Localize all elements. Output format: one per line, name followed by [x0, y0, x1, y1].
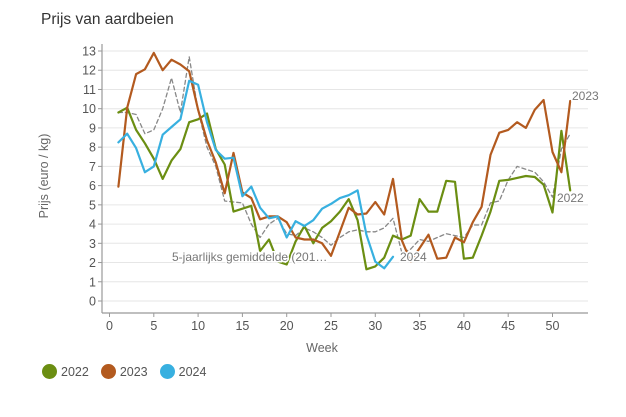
y-tick-label: 0	[89, 295, 96, 309]
y-tick-label: 2	[89, 256, 96, 270]
series-end-label: 2023	[572, 89, 599, 103]
series-end-label: 5-jaarlijks gemiddelde (201…	[172, 250, 327, 264]
legend: 2022 2023 2024	[42, 364, 206, 379]
x-tick-label: 10	[191, 319, 205, 333]
gridlines	[102, 50, 588, 302]
y-tick-label: 6	[89, 179, 96, 193]
x-tick-label: 50	[546, 319, 560, 333]
series-end-label: 2022	[557, 191, 584, 205]
x-tick-label: 0	[106, 319, 113, 333]
legend-item-2023[interactable]: 2023	[100, 364, 148, 379]
x-axis-label: Week	[306, 341, 338, 355]
y-tick-label: 8	[89, 141, 96, 155]
x-tick-label: 35	[413, 319, 427, 333]
y-tick-label: 11	[83, 83, 96, 97]
series-line-2023	[117, 51, 572, 263]
chart-title: Prijs van aardbeien	[41, 11, 174, 28]
x-tick-label: 40	[457, 319, 471, 333]
legend-label: 2023	[119, 364, 148, 379]
y-tick-label: 12	[82, 64, 96, 78]
series-end-label: 2024	[400, 250, 427, 264]
y-tick-label: 9	[89, 121, 96, 135]
series-line-2024	[117, 79, 395, 270]
annotations: 5-jaarlijks gemiddelde (201… 2024 2023 2022	[171, 88, 601, 266]
y-tick-label: 13	[82, 45, 96, 59]
y-tick-label: 4	[89, 218, 96, 232]
legend-label: 2024	[178, 364, 207, 379]
x-tick-label: 25	[324, 319, 338, 333]
x-tick-label: 5	[150, 319, 157, 333]
series-line-5-jaarlijks-gemiddelde-201	[117, 56, 571, 254]
legend-item-2024[interactable]: 2024	[159, 364, 207, 379]
y-tick-label: 5	[89, 198, 96, 212]
y-axis-label: Prijs (euro / kg)	[37, 134, 51, 219]
x-tick-label: 20	[280, 319, 294, 333]
legend-dot-2023-icon	[100, 364, 116, 379]
legend-dot-2024-icon	[159, 364, 175, 379]
y-tick-label: 10	[82, 102, 96, 116]
x-tick-label: 15	[235, 319, 249, 333]
series-line-2022	[117, 106, 572, 271]
y-tick-label: 1	[89, 275, 96, 289]
series-lines	[117, 51, 572, 271]
x-tick-label: 45	[501, 319, 515, 333]
legend-item-2022[interactable]: 2022	[42, 364, 89, 379]
x-tick-label: 30	[368, 319, 382, 333]
legend-dot-2022-icon	[42, 364, 57, 379]
y-tick-label: 3	[89, 237, 96, 251]
legend-label: 2022	[61, 364, 89, 379]
y-tick-label: 7	[89, 160, 96, 174]
